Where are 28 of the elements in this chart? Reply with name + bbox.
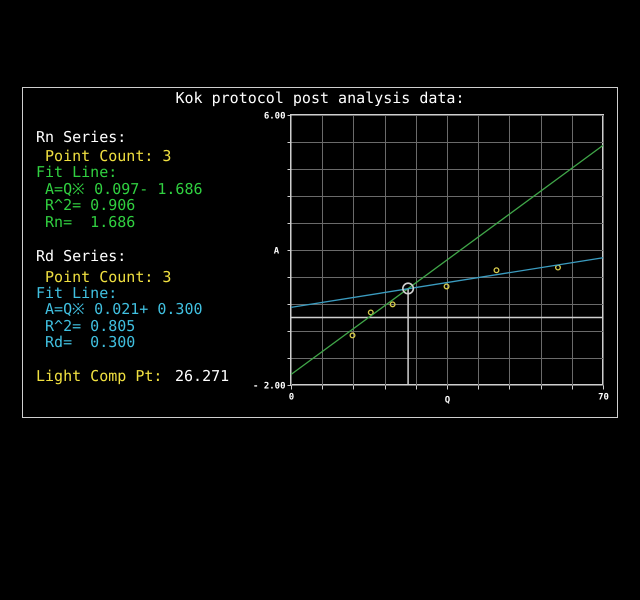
y-axis-title: A — [274, 246, 280, 256]
text: Rd= 0.300 — [44, 333, 136, 351]
text: A=Q※ 0.021+ 0.300 — [44, 300, 203, 318]
text: Point Count: 3 — [44, 268, 172, 286]
text: Point Count: 3 — [44, 147, 172, 165]
chart-title: Kok protocol post analysis data: — [174, 89, 466, 107]
text: 26.271 — [175, 367, 230, 385]
point — [554, 264, 561, 271]
text: A=Q※ 0.097- 1.686 — [44, 180, 203, 198]
point — [402, 282, 414, 295]
x-axis-title: Q — [444, 396, 451, 406]
text: Rn= 1.686 — [44, 213, 136, 231]
text: R^2= 0.906 — [44, 196, 136, 214]
text: R^2= 0.805 — [44, 317, 136, 335]
point — [390, 301, 396, 308]
text: Rn Series: — [36, 128, 126, 146]
text: Light Comp Pt: — [36, 367, 162, 385]
point — [350, 332, 356, 338]
x-tick-label: 0 — [288, 392, 294, 402]
y-tick-label: 6.00 — [264, 112, 286, 122]
point — [493, 267, 500, 274]
point — [444, 283, 450, 290]
text: Fit Line: — [36, 163, 118, 181]
text: Rd Series: — [36, 247, 126, 265]
text: Fit Line: — [36, 284, 118, 302]
point — [368, 309, 374, 316]
y-tick-label: - 2.00 — [252, 382, 286, 392]
x-tick-label: 70 — [598, 392, 609, 402]
